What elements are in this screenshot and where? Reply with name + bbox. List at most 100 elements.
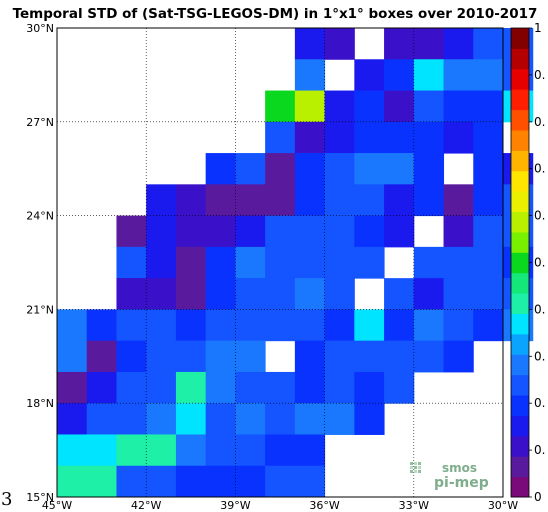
x-tick-label: 45°W [42, 499, 72, 512]
logo-mark-square [410, 470, 413, 473]
grid-cell [324, 184, 355, 217]
grid-cell [354, 184, 385, 217]
grid-cell [116, 434, 147, 467]
grid-cell [473, 59, 504, 92]
grid-cell [116, 246, 147, 279]
colorbar-labels: 0 0. 0. 0. 0. 0. 0. 0. 0. 0. 1 [529, 21, 545, 504]
grid-cell [473, 121, 504, 154]
grid-cell [265, 371, 296, 404]
colorbar-segment [511, 129, 529, 151]
grid-cell [146, 309, 177, 342]
stray-label: 3 [1, 489, 12, 510]
grid-cell [384, 153, 415, 185]
colorbar-tick-label: 0. [534, 302, 545, 316]
grid-cell [175, 184, 207, 217]
grid-cell [443, 215, 474, 248]
grid-cell [116, 309, 147, 342]
grid-cell [86, 340, 117, 373]
colorbar-tick-label: 0. [534, 443, 545, 457]
colorbar-segment [511, 68, 529, 90]
grid-cell [384, 28, 415, 60]
grid-cell [354, 59, 385, 92]
logo-line-1: smos [442, 461, 477, 475]
grid-cell [205, 434, 236, 467]
grid-cell [294, 278, 326, 310]
grid-cell [384, 309, 415, 342]
grid-cell [86, 371, 117, 404]
grid-cell [473, 153, 504, 185]
grid-cell [473, 309, 504, 342]
colorbar-segment [511, 456, 529, 478]
grid-cell [354, 215, 385, 248]
colorbar-segments [511, 28, 529, 498]
grid-cell [443, 184, 474, 217]
grid-cell [294, 59, 326, 92]
grid-cell [413, 28, 445, 60]
colorbar-tick-label: 0. [534, 115, 545, 129]
map-title: Temporal STD of (Sat-TSG-LEGOS-DM) in 1°… [13, 6, 538, 22]
colorbar-segment [511, 89, 529, 111]
grid-cell [205, 371, 236, 404]
logo-mark-square [418, 470, 421, 473]
colorbar-segment [511, 28, 529, 49]
grid-cell [265, 278, 296, 310]
x-tick-label: 42°W [131, 499, 161, 512]
grid-cell [384, 215, 415, 248]
grid-cell [86, 465, 117, 498]
grid-cell [235, 278, 266, 310]
grid-cell [324, 246, 355, 279]
grid-cell [116, 215, 147, 248]
grid-cell [205, 340, 236, 373]
grid-cell [443, 278, 474, 310]
grid-cell [175, 215, 207, 248]
grid-cell [175, 403, 207, 435]
grid-cell [473, 246, 504, 279]
colorbar-segment [511, 211, 529, 233]
grid-cell [324, 403, 355, 435]
grid-cell [265, 403, 296, 435]
grid-cell [57, 465, 88, 498]
grid-cell [294, 184, 326, 217]
grid-cell [324, 153, 355, 185]
grid-cell [324, 278, 355, 310]
colorbar-segment [511, 415, 529, 437]
grid-cell [473, 278, 504, 310]
grid-cell [473, 90, 504, 123]
colorbar-segment [511, 476, 529, 498]
colorbar-segment [511, 395, 529, 416]
grid-cell [443, 309, 474, 342]
grid-cell [146, 340, 177, 373]
grid-cell [265, 153, 296, 185]
grid-cell [175, 434, 207, 467]
colorbar-segment [511, 333, 529, 355]
grid-cell [443, 59, 474, 92]
colorbar-tick-label: 0. [534, 256, 545, 270]
colorbar-segment [511, 435, 529, 457]
grid-cell [443, 28, 474, 60]
grid-cell [205, 278, 236, 310]
grid-cell [294, 153, 326, 185]
grid-cell [384, 184, 415, 217]
grid-cell [354, 90, 385, 123]
grid-cell [57, 309, 88, 342]
grid-cell [294, 403, 326, 435]
grid-cell [324, 309, 355, 342]
grid-cell [205, 246, 236, 279]
grid-cell [354, 371, 385, 404]
grid-cell [413, 246, 445, 279]
grid-cell [235, 340, 266, 373]
grid-cell [116, 465, 147, 498]
grid-cell [384, 371, 415, 404]
grid-cell [294, 215, 326, 248]
colorbar-segment [511, 48, 529, 70]
grid-cell [265, 434, 296, 467]
grid-cell [324, 121, 355, 154]
grid-cell [235, 403, 266, 435]
grid-cell [413, 90, 445, 123]
grid-cell [205, 403, 236, 435]
y-tick-label: 18°N [26, 397, 54, 410]
grid-cell [265, 90, 296, 123]
colorbar: 0 0. 0. 0. 0. 0. 0. 0. 0. 0. 1 [510, 21, 545, 504]
